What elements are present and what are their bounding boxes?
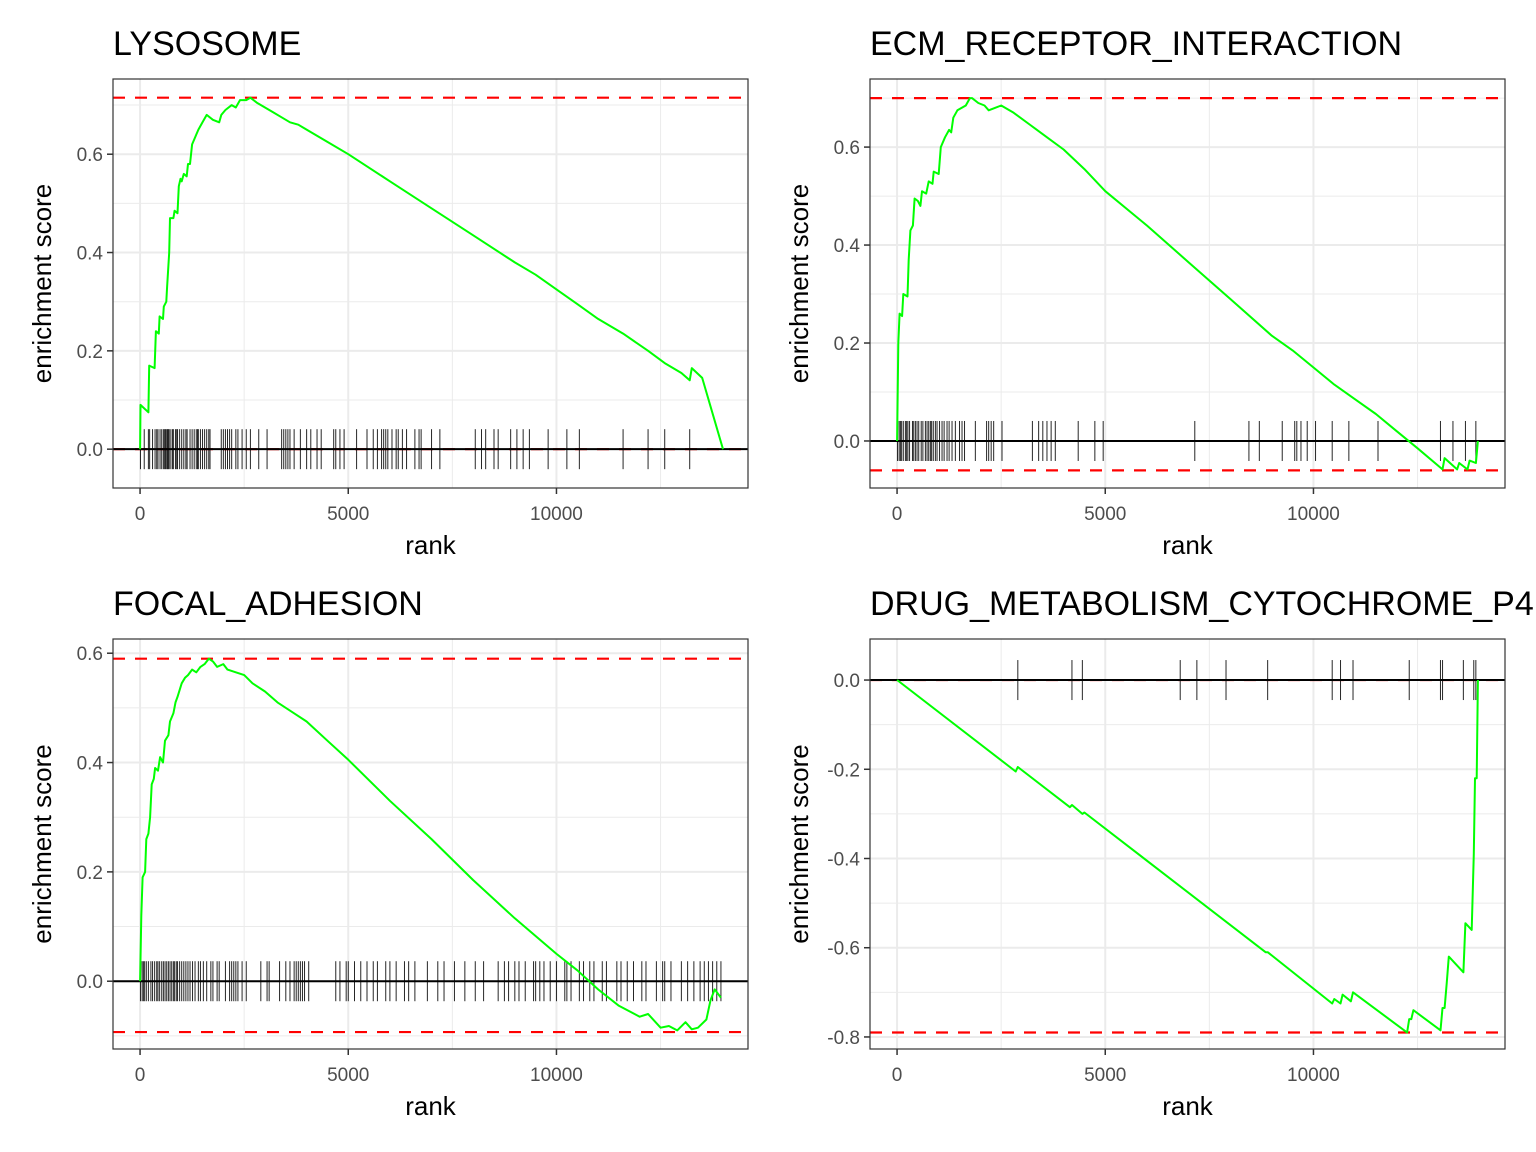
- panel-4: 0 5000 10000 0.0 -0.2 -0.4 -0.6 -0.8 DRUG_METABO…: [784, 585, 1534, 1121]
- panel-title: LYSOSOME: [113, 25, 301, 63]
- plot-area: [113, 79, 748, 488]
- y-tick-label: 0.6: [77, 145, 103, 166]
- y-axis-title: enrichment score: [27, 744, 57, 943]
- panel-title: FOCAL_ADHESION: [113, 585, 423, 623]
- gene-hit-rug: [139, 429, 691, 470]
- y-tick-label: 0.2: [834, 334, 860, 355]
- y-tick-label: 0.0: [77, 440, 103, 461]
- x-axis-title: rank: [405, 530, 457, 560]
- plot-area: [870, 639, 1505, 1049]
- gene-hit-rug: [1017, 660, 1477, 701]
- y-tick-label: -0.6: [827, 939, 860, 960]
- y-tick-label: 0.2: [77, 863, 103, 884]
- y-tick-label: -0.4: [827, 849, 860, 870]
- panel-3: 0 5000 10000 0.0 0.2 0.4 0.6 FOCAL_ADHESIONrank…: [27, 585, 749, 1121]
- y-tick-label: 0.4: [77, 244, 104, 265]
- x-tick-label: 10000: [1287, 1065, 1340, 1086]
- y-tick-label: 0.0: [77, 972, 103, 993]
- x-tick-label: 5000: [327, 1065, 369, 1086]
- plot-background: [870, 639, 1505, 1049]
- plot-background: [113, 639, 748, 1049]
- plot-area: [870, 79, 1505, 488]
- y-axis-title: enrichment score: [784, 184, 814, 383]
- y-tick-label: 0.6: [77, 644, 103, 665]
- panel-1: 0 5000 10000 0.0 0.2 0.4 0.6 LYSOSOME rank enrich…: [27, 25, 749, 560]
- x-tick-label: 10000: [530, 1065, 583, 1086]
- enrichment-score-line: [896, 679, 1479, 1034]
- gene-hit-rug: [139, 961, 722, 1002]
- x-tick-label: 10000: [530, 504, 583, 525]
- y-tick-label: 0.4: [77, 754, 104, 775]
- x-tick-label: 10000: [1287, 504, 1340, 525]
- y-axis-title: enrichment score: [784, 744, 814, 943]
- y-tick-label: 0.2: [77, 342, 103, 363]
- plot-background: [870, 79, 1505, 488]
- plot-area: [113, 639, 748, 1049]
- x-tick-label: 5000: [327, 504, 369, 525]
- x-tick-label: 0: [892, 504, 903, 525]
- plot-background: [113, 79, 748, 488]
- y-tick-label: 0.0: [834, 432, 860, 453]
- enrichment-score-line: [139, 657, 722, 1032]
- panel-border: [112, 78, 749, 489]
- y-tick-label: 0.6: [834, 138, 860, 159]
- x-tick-label: 0: [892, 1065, 903, 1086]
- y-axis-title: enrichment score: [27, 184, 57, 383]
- x-axis-title: rank: [1162, 530, 1214, 560]
- x-tick-label: 5000: [1084, 504, 1126, 525]
- panel-border: [869, 638, 1506, 1050]
- y-tick-label: 0.4: [834, 236, 861, 257]
- panel-border: [112, 638, 749, 1050]
- panel-title: ECM_RECEPTOR_INTERACTION: [870, 25, 1402, 63]
- y-tick-label: -0.2: [827, 760, 860, 781]
- x-tick-label: 0: [135, 1065, 146, 1086]
- x-axis-title: rank: [1162, 1091, 1214, 1121]
- panel-border: [869, 78, 1506, 489]
- enrichment-score-line: [896, 97, 1479, 471]
- y-tick-label: 0.0: [834, 671, 860, 692]
- panel-title: DRUG_METABOLISM_CYTOCHROME_P4: [870, 585, 1534, 623]
- gene-hit-rug: [896, 420, 1477, 461]
- x-tick-label: 5000: [1084, 1065, 1126, 1086]
- x-tick-label: 0: [135, 504, 146, 525]
- y-tick-label: -0.8: [827, 1028, 860, 1049]
- enrichment-score-line: [139, 96, 724, 450]
- x-axis-title: rank: [405, 1091, 457, 1121]
- panel-2: 0 5000 10000 0.0 0.2 0.4 0.6 ECM_RECEPTOR_INTER…: [784, 25, 1506, 560]
